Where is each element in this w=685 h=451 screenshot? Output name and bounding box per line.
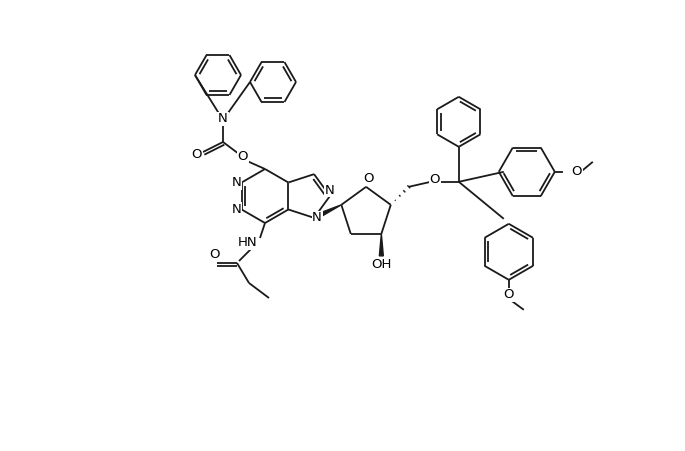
- Text: N: N: [218, 112, 228, 125]
- Text: O: O: [238, 151, 248, 164]
- Text: OH: OH: [371, 258, 392, 272]
- Text: O: O: [503, 288, 514, 301]
- Polygon shape: [379, 234, 384, 256]
- Text: O: O: [210, 249, 221, 262]
- Polygon shape: [313, 205, 341, 220]
- Text: HN: HN: [238, 236, 257, 249]
- Text: O: O: [192, 148, 202, 161]
- Text: O: O: [429, 173, 440, 186]
- Text: N: N: [232, 203, 242, 216]
- Text: O: O: [363, 172, 373, 185]
- Text: N: N: [232, 176, 242, 189]
- Text: N: N: [325, 184, 335, 197]
- Text: N: N: [312, 212, 322, 224]
- Text: O: O: [571, 166, 582, 178]
